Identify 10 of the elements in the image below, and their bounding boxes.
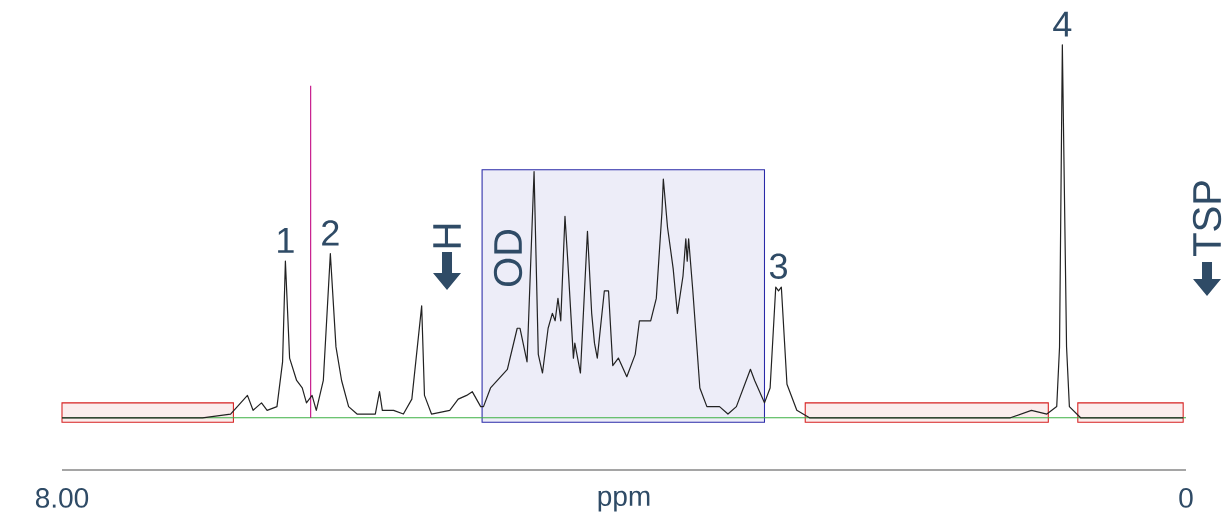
x-axis-title: ppm xyxy=(598,490,650,512)
annotation: 2 xyxy=(322,220,339,246)
annotation: H xyxy=(433,224,461,248)
annotation: 3 xyxy=(769,253,787,279)
annotation: 1 xyxy=(278,228,294,253)
x-tick-label: 0 xyxy=(1179,488,1193,508)
x-tick-label: 8.00 xyxy=(35,488,89,508)
annotation: 4 xyxy=(1053,11,1072,37)
text: TSP xyxy=(1192,181,1222,256)
annotation: OD xyxy=(493,229,523,287)
